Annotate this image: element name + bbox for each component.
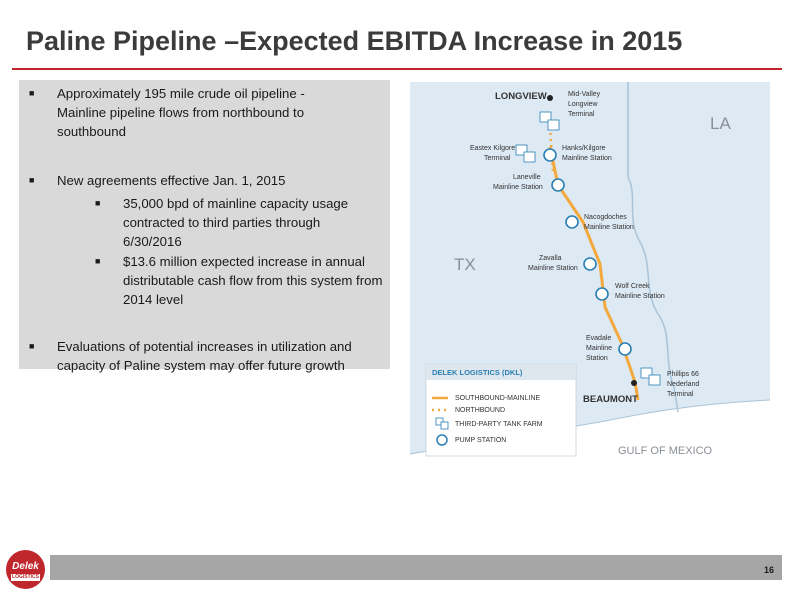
label-wolf-creek-1: Wolf Creek: [615, 283, 650, 290]
pump-station-laneville: [551, 178, 565, 192]
city-label-longview: LONGVIEW: [495, 91, 547, 102]
label-laneville-2: Mainline Station: [493, 184, 543, 191]
legend-northbound-label: NORTHBOUND: [455, 407, 505, 414]
label-phillips-2: Nederland: [667, 381, 699, 388]
legend-southbound-label: SOUTHBOUND-MAINLINE: [455, 395, 541, 402]
legend-pump-station-icon: [436, 434, 448, 446]
label-mid-valley-2: Longview: [568, 101, 599, 108]
label-mid-valley-1: Mid-Valley: [568, 91, 601, 98]
logo-subtitle: LOGISTICS: [11, 574, 40, 581]
legend-tank-farm-label: THIRD-PARTY TANK FARM: [455, 421, 543, 428]
label-mid-valley-3: Terminal: [568, 111, 595, 118]
subbullet-cash-flow: ■ $13.6 million expected increase in ann…: [95, 254, 383, 307]
label-phillips-3: Terminal: [667, 391, 694, 398]
pump-station-evadale: [618, 342, 632, 356]
footer-bar: [50, 555, 782, 580]
bullet-pipeline-overview: ■ Approximately 195 mile crude oil pipel…: [29, 86, 305, 139]
label-eastex-1: Eastex Kilgore: [470, 145, 515, 152]
delek-logo: Delek LOGISTICS: [6, 550, 45, 589]
label-evadale-2: Mainline: [586, 345, 612, 352]
longview-city-dot: [547, 95, 553, 101]
bullet-marker-icon: ■: [29, 341, 35, 351]
map-legend: DELEK LOGISTICS (DKL) SOUTHBOUND-MAINLIN…: [425, 363, 577, 457]
tank-farm-eastex: [515, 144, 536, 163]
legend-tank-farm-icon: [435, 417, 449, 430]
pump-station-nacogdoches: [565, 215, 579, 229]
state-label-la: LA: [710, 114, 731, 133]
label-hanks-1: Hanks/Kilgore: [562, 145, 606, 152]
page-title: Paline Pipeline –Expected EBITDA Increas…: [26, 26, 683, 56]
logo-name: Delek: [12, 561, 39, 572]
gulf-label: GULF OF MEXICO: [618, 445, 713, 457]
tank-farm-mid-valley: [539, 111, 560, 131]
label-wolf-creek-2: Mainline Station: [615, 293, 665, 300]
bullet-marker-icon: ■: [95, 198, 101, 208]
label-zavalla-2: Mainline Station: [528, 265, 578, 272]
pump-station-zavalla: [583, 257, 597, 271]
label-evadale-1: Evadale: [586, 335, 611, 342]
bullet-marker-icon: ■: [29, 88, 35, 98]
subbullet-capacity-usage: ■ 35,000 bpd of mainline capacity usage …: [95, 196, 349, 249]
label-phillips-1: Phillips 66: [667, 371, 699, 378]
bullet-marker-icon: ■: [95, 256, 101, 266]
label-nacogdoches-1: Nacogdoches: [584, 214, 627, 221]
gulf-of-mexico-water: [410, 400, 770, 476]
title-divider: [12, 68, 782, 70]
state-label-tx: TX: [454, 255, 476, 274]
page-number: 16: [763, 565, 774, 575]
label-nacogdoches-2: Mainline Station: [584, 224, 634, 231]
label-eastex-2: Terminal: [484, 155, 511, 162]
legend-pump-station-label: PUMP STATION: [455, 437, 506, 444]
legend-title-bar: [426, 364, 576, 380]
bullet-marker-icon: ■: [29, 175, 35, 185]
beaumont-city-dot: [631, 380, 637, 386]
label-zavalla-1: Zavalla: [539, 255, 562, 262]
bullet-future-growth: ■ Evaluations of potential increases in …: [29, 339, 352, 373]
southbound-mainline: [548, 146, 640, 401]
bullet-panel: [19, 80, 390, 369]
tank-farm-phillips: [640, 367, 661, 386]
pump-station-wolf-creek: [595, 287, 609, 301]
label-laneville-1: Laneville: [513, 174, 541, 181]
pump-station-hanks-kilgore: [543, 148, 557, 162]
label-evadale-3: Station: [586, 355, 608, 362]
city-label-beaumont: BEAUMONT: [583, 394, 638, 405]
label-hanks-2: Mainline Station: [562, 155, 612, 162]
legend-title: DELEK LOGISTICS (DKL): [432, 368, 523, 377]
state-border-tx-la: [627, 82, 679, 413]
pipeline-map: LONGVIEW BEAUMONT LA TX GULF OF MEXICO M…: [410, 82, 770, 476]
bullet-new-agreements: ■ New agreements effective Jan. 1, 2015: [29, 173, 286, 188]
